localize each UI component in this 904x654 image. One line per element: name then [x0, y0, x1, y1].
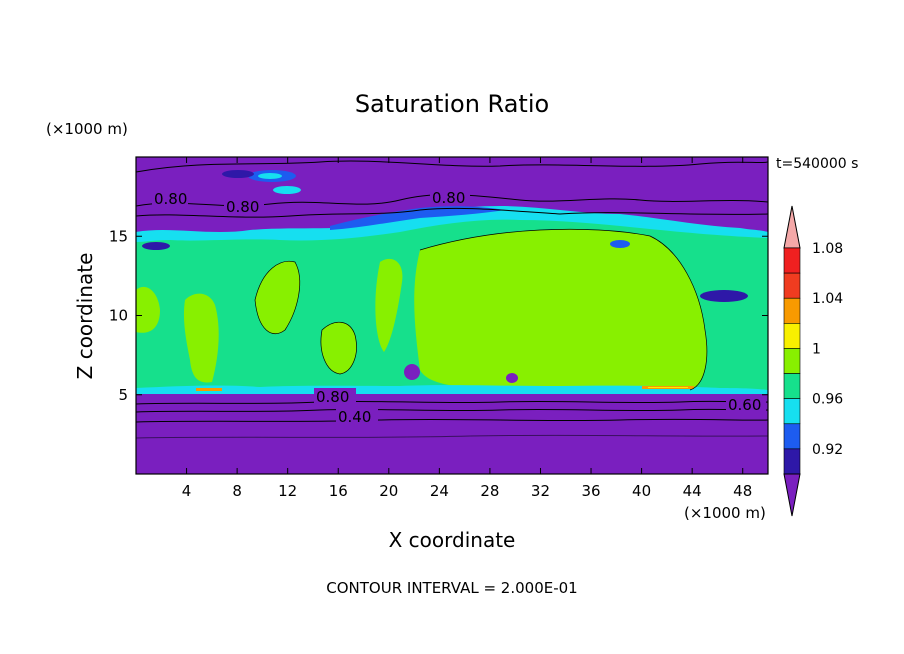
warm-spot-1	[196, 388, 222, 391]
cloud-patch-1	[414, 229, 707, 392]
x-tick-label: 28	[480, 482, 499, 500]
cloud-patch-7	[547, 238, 579, 276]
cloud-patch-5	[375, 258, 403, 352]
contour-label: 0.80	[154, 190, 187, 208]
x-unit-label: (×1000 m)	[684, 504, 766, 522]
mid-blob-3	[142, 242, 170, 250]
x-tick-label: 44	[683, 482, 702, 500]
colorbar-swatch	[783, 247, 801, 274]
footer-contour-interval: CONTOUR INTERVAL = 2.000E-01	[326, 579, 577, 597]
colorbar-swatch	[783, 448, 801, 475]
colorbar-swatch	[783, 423, 801, 450]
cloud-patch-2	[255, 261, 300, 334]
colorbar-min-triangle	[783, 473, 801, 517]
colorbar-swatch	[783, 348, 801, 374]
plot-area	[136, 157, 768, 474]
contour-label-group: 0.80 0.80 0.80 0.80 0.60 0.40	[152, 188, 766, 426]
colorbar-swatch	[783, 323, 801, 349]
y-tick-label: 15	[109, 227, 128, 245]
mid-blob-1	[404, 364, 420, 380]
cloud-patch-6	[136, 286, 160, 333]
upper-fringe-blue	[330, 206, 505, 230]
y-tick-label: 10	[109, 307, 128, 325]
mid-blob-4	[610, 240, 630, 248]
x-tick-label: 32	[531, 482, 550, 500]
upper-fringe-cyan	[136, 206, 768, 242]
time-label: t=540000 s	[776, 156, 858, 172]
y-unit-label: (×1000 m)	[46, 120, 128, 138]
colorbar-tick-label: 1	[812, 341, 821, 357]
colorbar-tick-label: 1.04	[812, 291, 843, 307]
x-tick-label: 4	[182, 482, 192, 500]
upper-blob-2	[258, 173, 282, 179]
cloud-patch-3	[183, 293, 219, 383]
cloud-patch-4	[320, 322, 357, 374]
mid-blob-2	[506, 373, 518, 383]
upper-blob-3	[273, 186, 301, 194]
colorbar-max-triangle	[783, 205, 801, 249]
x-tick-label: 24	[430, 482, 449, 500]
colorbar-tick-label: 0.92	[812, 442, 843, 458]
colorbar-swatch	[783, 272, 801, 299]
lower-fringe-cyan	[136, 385, 768, 394]
colorbar: 0.92 0.96 1 1.04 1.08	[783, 205, 843, 517]
x-tick-label: 12	[278, 482, 297, 500]
x-axis: 4 8 12 16 20 24 28 32 36 40 44 48	[182, 157, 752, 500]
warm-spot-3	[648, 387, 688, 388]
x-tick-label: 16	[329, 482, 348, 500]
y-axis: 5 10 15	[109, 227, 768, 404]
contour-label: 0.80	[432, 189, 465, 207]
colorbar-tick-label: 1.08	[812, 241, 843, 257]
right-blob	[700, 290, 748, 302]
x-axis-label: X coordinate	[389, 528, 516, 552]
y-tick-label: 5	[118, 386, 128, 404]
colorbar-swatch	[783, 373, 801, 399]
x-tick-label: 20	[379, 482, 398, 500]
colorbar-swatch	[783, 398, 801, 425]
contour-label: 0.40	[338, 408, 371, 426]
colorbar-swatch	[783, 297, 801, 324]
x-tick-label: 36	[581, 482, 600, 500]
x-tick-label: 8	[232, 482, 242, 500]
contour-label: 0.60	[728, 396, 761, 414]
chart-title: Saturation Ratio	[355, 90, 549, 118]
contour-label: 0.80	[316, 388, 349, 406]
x-tick-label: 40	[632, 482, 651, 500]
y-axis-label: Z coordinate	[73, 253, 97, 380]
contour-label: 0.80	[226, 198, 259, 216]
colorbar-tick-label: 0.96	[812, 392, 843, 408]
x-tick-label: 48	[733, 482, 752, 500]
upper-blob-4	[222, 170, 254, 178]
